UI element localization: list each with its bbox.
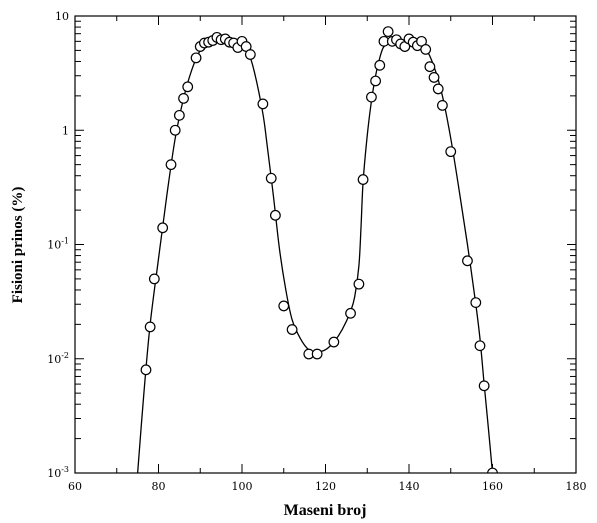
data-point: [311, 348, 323, 360]
axis-ticks: [74, 16, 577, 474]
data-point: [270, 209, 281, 221]
axis-tick-labels: 60 80 100 120 140 160 180 10-3 10-2 10-1 1 10: [47, 10, 586, 493]
data-point: [374, 59, 386, 71]
data-point: [470, 297, 482, 309]
data-point: [244, 49, 256, 60]
x-tick-label: 80: [152, 480, 166, 493]
data-point: [420, 44, 432, 55]
data-point: [357, 174, 369, 185]
data-point: [173, 109, 185, 121]
data-point: [424, 61, 436, 73]
data-point: [148, 273, 160, 285]
y-tick-label: 10: [55, 10, 69, 23]
data-point: [169, 124, 181, 136]
data-point: [366, 91, 377, 103]
data-point: [265, 172, 277, 184]
data-point: [432, 83, 444, 95]
data-point: [353, 278, 365, 290]
data-points: [140, 26, 498, 473]
data-point: [345, 307, 356, 319]
plot-frame: [74, 15, 577, 474]
x-tick-label: 140: [399, 480, 420, 493]
data-point: [428, 72, 440, 83]
x-tick-label: 180: [566, 480, 587, 493]
data-point: [474, 340, 486, 352]
x-axis-title: Maseni broj: [284, 502, 367, 519]
data-point: [182, 81, 194, 93]
data-point: [328, 336, 340, 348]
data-point: [157, 222, 169, 234]
data-point: [382, 26, 394, 38]
x-tick-label: 60: [68, 480, 82, 493]
y-tick-label: 10-1: [47, 237, 69, 252]
data-point: [178, 93, 189, 104]
data-point: [278, 300, 290, 312]
x-tick-label: 100: [232, 480, 253, 493]
x-tick-label: 160: [482, 480, 503, 493]
data-point: [437, 100, 448, 111]
data-point: [190, 52, 202, 64]
data-point: [140, 364, 152, 376]
x-tick-label: 120: [315, 480, 336, 493]
y-tick-label: 1: [62, 124, 69, 137]
y-tick-label: 10-3: [47, 465, 69, 480]
data-point: [478, 380, 490, 392]
data-point: [487, 467, 498, 473]
data-point: [286, 324, 298, 335]
data-point: [445, 146, 457, 158]
y-axis-title: Fisioni prinos (%): [10, 187, 26, 304]
data-point: [144, 321, 156, 333]
data-point: [462, 255, 473, 267]
data-point: [257, 98, 269, 110]
y-tick-label: 10-2: [47, 351, 69, 366]
data-point: [165, 159, 177, 171]
data-point: [370, 75, 382, 87]
